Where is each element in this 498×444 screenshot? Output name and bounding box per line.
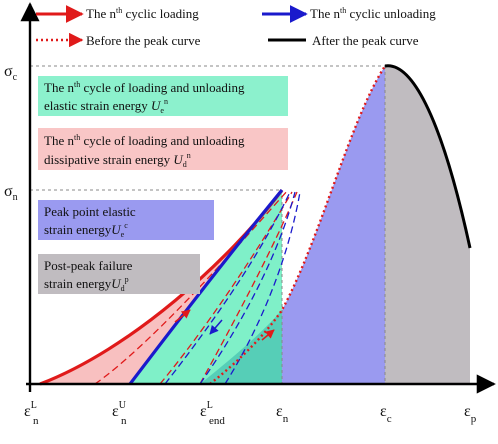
loading-arrow xyxy=(174,309,191,323)
dissipative-nth-swatch xyxy=(38,128,288,170)
post-peak-line2: strain energyUdp xyxy=(44,275,129,293)
nth-unloading-curve xyxy=(128,188,284,385)
legend-before-peak-label: Before the peak curve xyxy=(86,33,201,48)
peak-elastic-swatch xyxy=(38,200,214,240)
dissipative-nth-line2: dissipative strain energy Udn xyxy=(44,151,191,169)
cycle-dashed-red-3 xyxy=(199,191,298,385)
peak-elastic-energy-region xyxy=(282,66,385,384)
sigma-n-label: σn xyxy=(4,183,18,203)
peak-elastic-line2: strain energyUec xyxy=(44,221,128,239)
cycle-dashed-red-2 xyxy=(159,191,293,385)
cycle-dashed-red-1 xyxy=(94,189,289,385)
post-peak-line1: Post-peak failure xyxy=(44,258,133,273)
overlap-region xyxy=(200,310,282,384)
eps-c-label: εc xyxy=(380,403,392,425)
legend-loading-label: The nth cyclic loading xyxy=(86,6,199,21)
before-peak-arrow xyxy=(261,329,275,341)
legend-after-peak-label: After the peak curve xyxy=(312,33,419,48)
eps-L-n-label: εL n xyxy=(24,400,39,427)
legend-unloading-label: The nth cyclic unloading xyxy=(310,6,436,21)
eps-p-label: εp xyxy=(464,403,477,425)
eps-L-end-label: εL end xyxy=(200,400,225,427)
elastic-nth-swatch xyxy=(38,76,288,116)
elastic-nth-line1: The nth cycle of loading and unloading xyxy=(44,80,245,95)
unloading-arrow xyxy=(209,319,223,335)
elastic-nth-line2: elastic strain energy Uen xyxy=(44,97,168,115)
eps-n-label: εn xyxy=(276,403,289,425)
sigma-c-label: σc xyxy=(4,63,18,83)
eps-U-n-label: εU n xyxy=(112,400,127,427)
cycle-dashed-blue-3 xyxy=(224,191,301,385)
before-peak-curve xyxy=(209,65,387,385)
cycle-dashed-blue-2 xyxy=(199,191,296,385)
dissipative-nth-line1: The nth cycle of loading and unloading xyxy=(44,133,245,148)
after-peak-curve xyxy=(384,64,472,249)
peak-elastic-line1: Peak point elastic xyxy=(44,204,136,219)
post-peak-swatch xyxy=(38,254,200,294)
post-peak-energy-region xyxy=(385,65,470,384)
cycle-dashed-blue-1 xyxy=(164,191,291,385)
